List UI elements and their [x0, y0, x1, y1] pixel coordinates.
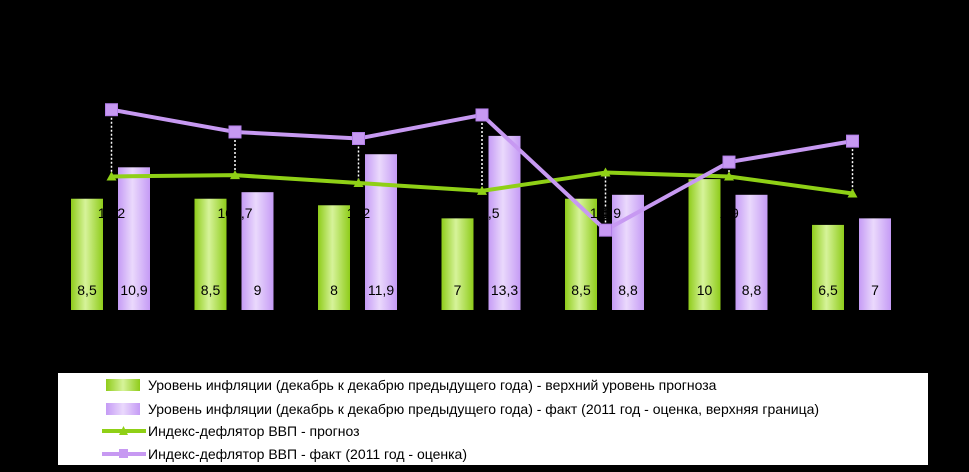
bar-value-label: 8,8 — [618, 282, 638, 298]
legend-swatch-fact-bar — [102, 401, 142, 417]
marker-forecast — [353, 178, 364, 188]
bar-value-label: 8,8 — [742, 282, 762, 298]
marker-forecast — [600, 167, 611, 177]
legend-item-fact-line: Индекс-дефлятор ВВП - факт (2011 год - о… — [102, 444, 467, 464]
bars-layer — [71, 135, 891, 310]
marker-fact — [475, 108, 489, 122]
bar-fact — [365, 154, 397, 310]
labels-layer: 8,5 8,5 8 7 8,5 10 6,5 10,9 9 11,9 13,3 8,8 8,8 7 10,2… — [77, 205, 879, 298]
legend-label: Уровень инфляции (декабрь к декабрю пред… — [148, 401, 820, 417]
legend-item-forecast-line: Индекс-дефлятор ВВП - прогноз — [102, 421, 360, 441]
square-marker-icon — [119, 449, 128, 458]
marker-fact — [599, 223, 612, 237]
bar-fact — [488, 135, 521, 310]
bar-fact — [859, 218, 891, 310]
legend-item-forecast-bar: Уровень инфляции (декабрь к декабрю пред… — [102, 375, 716, 395]
bar-value-label: 7 — [871, 282, 879, 298]
bar-fact — [241, 192, 274, 310]
legend-swatch-fact-line — [102, 446, 146, 462]
marker-fact — [228, 125, 242, 139]
marker-fact — [722, 155, 736, 169]
chart: 8,5 8,5 8 7 8,5 10 6,5 10,9 9 11,9 13,3 8,8 8,8 7 10,2… — [71, 103, 891, 310]
legend-label: Уровень инфляции (декабрь к декабрю пред… — [148, 377, 717, 393]
bar-value-label: 9 — [254, 282, 262, 298]
bar-forecast — [441, 218, 474, 310]
bar-forecast — [318, 205, 350, 310]
line-value-label: 1 9 — [719, 205, 739, 221]
legend-label: Индекс-дефлятор ВВП - факт (2011 год - о… — [148, 446, 467, 462]
bar-forecast — [71, 198, 103, 310]
bar-value-label: 6,5 — [818, 282, 838, 298]
marker-fact — [846, 134, 859, 148]
line-value-label: 1 1,9 — [590, 205, 621, 221]
drop-lines-layer — [109, 109, 855, 231]
bar-value-label: 7 — [454, 282, 462, 298]
legend-item-fact-bar: Уровень инфляции (декабрь к декабрю пред… — [102, 399, 819, 419]
bar-forecast — [688, 179, 721, 310]
bar-fact — [735, 194, 768, 310]
bar-value-label: 13,3 — [491, 282, 518, 298]
lines-layer — [105, 103, 859, 237]
marker-forecast — [847, 188, 858, 198]
legend-swatch-forecast-line — [102, 423, 146, 439]
marker-forecast — [477, 185, 487, 195]
legend-swatch-forecast-bar — [102, 377, 142, 393]
line-value-label: 1 7,1 — [837, 205, 868, 221]
bar-forecast — [812, 224, 844, 310]
marker-fact — [105, 103, 118, 117]
bar-value-label: 8,5 — [77, 282, 97, 298]
bar-forecast — [194, 198, 227, 310]
marker-fact — [352, 132, 365, 146]
line-value-label: 1 ,2 — [347, 205, 371, 221]
bar-value-label: 8,5 — [201, 282, 221, 298]
bar-value-label: 8 — [330, 282, 338, 298]
bar-value-label: 8,5 — [571, 282, 591, 298]
legend-label: Индекс-дефлятор ВВП - прогноз — [148, 423, 360, 439]
bar-value-label: 10,9 — [120, 282, 147, 298]
line-value-label: 10,2 — [98, 205, 125, 221]
line-value-label: 107,5 — [464, 205, 499, 221]
bar-fact — [118, 167, 150, 310]
bar-value-label: 10 — [697, 282, 713, 298]
marker-forecast — [106, 171, 117, 181]
legend: Уровень инфляции (декабрь к декабрю пред… — [58, 373, 928, 465]
marker-forecast — [724, 171, 734, 181]
marker-forecast — [230, 170, 240, 180]
bar-value-label: 11,9 — [368, 282, 394, 298]
line-value-label: 109,7 — [217, 205, 252, 221]
triangle-marker-icon — [119, 426, 128, 435]
